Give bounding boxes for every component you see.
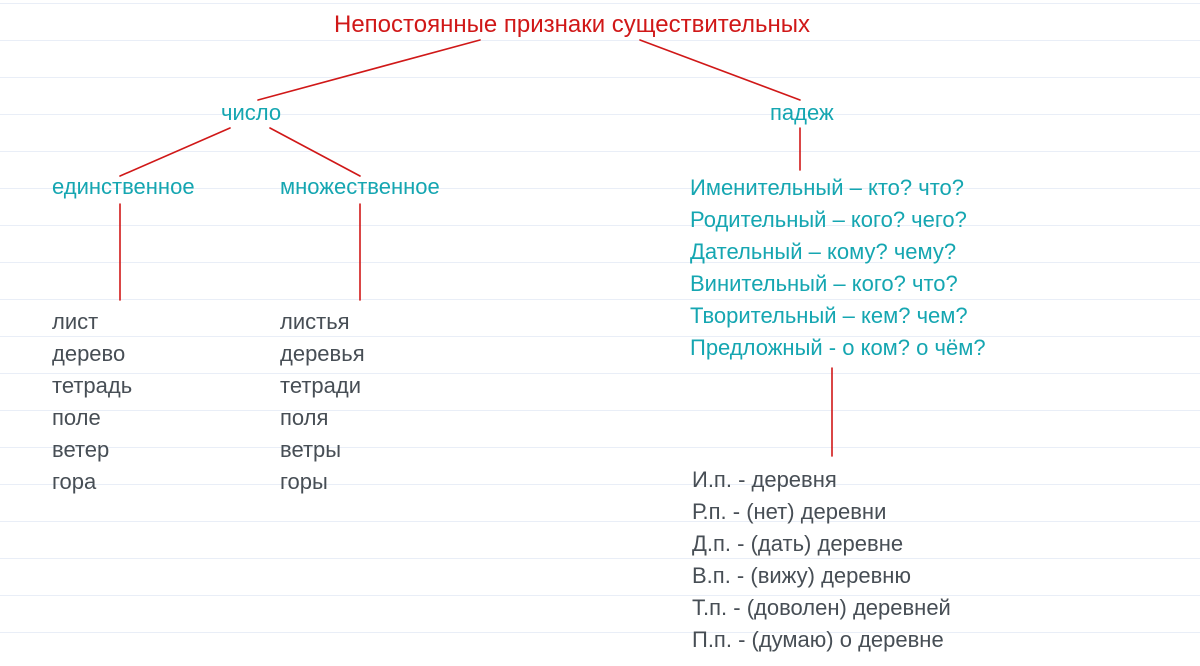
list-item: Винительный – кого? что?	[690, 268, 986, 300]
list-item: Именительный – кто? что?	[690, 172, 986, 204]
list-item: В.п. - (вижу) деревню	[692, 560, 951, 592]
list-item: Творительный – кем? чем?	[690, 300, 986, 332]
node-number: число	[221, 98, 281, 129]
list-item: Д.п. - (дать) деревне	[692, 528, 951, 560]
list-item: дерево	[52, 338, 132, 370]
list-item: Дательный – кому? чему?	[690, 236, 986, 268]
list-item: Т.п. - (доволен) деревней	[692, 592, 951, 624]
list-item: деревья	[280, 338, 365, 370]
list-item: горы	[280, 466, 365, 498]
node-case: падеж	[770, 98, 834, 129]
list-item: ветры	[280, 434, 365, 466]
singular-examples: листдеревотетрадьполеветергора	[52, 306, 132, 498]
declension-list: И.п. - деревняР.п. - (нет) деревниД.п. -…	[692, 464, 951, 656]
plural-examples: листьядеревьятетрадиполяветрыгоры	[280, 306, 365, 498]
list-item: Родительный – кого? чего?	[690, 204, 986, 236]
list-item: Предложный - о ком? о чём?	[690, 332, 986, 364]
list-item: гора	[52, 466, 132, 498]
list-item: поле	[52, 402, 132, 434]
node-plural: множественное	[280, 172, 440, 203]
list-item: П.п. - (думаю) о деревне	[692, 624, 951, 656]
list-item: тетради	[280, 370, 365, 402]
list-item: поля	[280, 402, 365, 434]
list-item: листья	[280, 306, 365, 338]
diagram-title: Непостоянные признаки существительных	[334, 8, 810, 42]
diagram-content: Непостоянные признаки существительных чи…	[0, 0, 1200, 666]
list-item: Р.п. - (нет) деревни	[692, 496, 951, 528]
list-item: И.п. - деревня	[692, 464, 951, 496]
node-singular: единственное	[52, 172, 195, 203]
list-item: тетрадь	[52, 370, 132, 402]
cases-list: Именительный – кто? что?Родительный – ко…	[690, 172, 986, 364]
list-item: лист	[52, 306, 132, 338]
list-item: ветер	[52, 434, 132, 466]
